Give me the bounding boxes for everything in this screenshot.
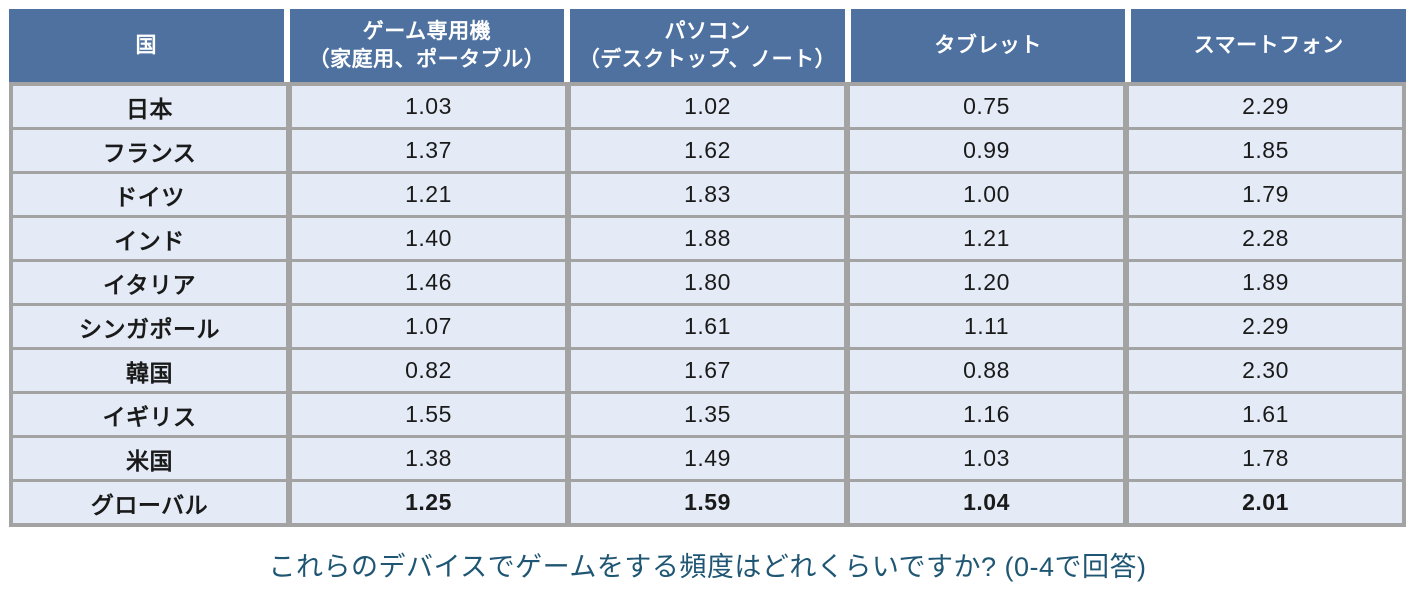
country-cell: ドイツ bbox=[13, 174, 286, 215]
country-cell: シンガポール bbox=[13, 306, 286, 347]
value-cell: 1.11 bbox=[850, 306, 1123, 347]
value-cell: 1.03 bbox=[292, 86, 565, 127]
value-cell: 2.28 bbox=[1129, 218, 1402, 259]
value-cell: 1.88 bbox=[571, 218, 844, 259]
country-cell: グローバル bbox=[13, 482, 286, 523]
value-cell: 2.30 bbox=[1129, 350, 1402, 391]
value-cell: 1.55 bbox=[292, 394, 565, 435]
value-cell: 1.80 bbox=[571, 262, 844, 303]
table-header-row: 国 ゲーム専用機 （家庭用、ポータブル） パソコン （デスクトップ、ノート） タ… bbox=[9, 9, 1406, 82]
value-cell: 1.62 bbox=[571, 130, 844, 171]
value-cell: 1.37 bbox=[292, 130, 565, 171]
value-cell: 1.38 bbox=[292, 438, 565, 479]
value-cell: 1.21 bbox=[850, 218, 1123, 259]
value-cell: 1.16 bbox=[850, 394, 1123, 435]
table-body: 日本 1.03 1.02 0.75 2.29 フランス 1.37 1.62 0.99 1.85 ドイ… bbox=[9, 82, 1406, 527]
value-cell: 1.02 bbox=[571, 86, 844, 127]
table-caption: これらのデバイスでゲームをする頻度はどれくらいですか? (0-4で回答) bbox=[268, 552, 1147, 582]
country-cell: 日本 bbox=[13, 86, 286, 127]
value-cell: 1.07 bbox=[292, 306, 565, 347]
value-cell: 1.67 bbox=[571, 350, 844, 391]
header-console: ゲーム専用機 （家庭用、ポータブル） bbox=[289, 9, 565, 82]
value-cell: 1.78 bbox=[1129, 438, 1402, 479]
value-cell: 1.00 bbox=[850, 174, 1123, 215]
value-cell: 1.04 bbox=[850, 482, 1123, 523]
value-cell: 2.29 bbox=[1129, 306, 1402, 347]
value-cell: 2.01 bbox=[1129, 482, 1402, 523]
country-cell: 韓国 bbox=[13, 350, 286, 391]
header-country: 国 bbox=[9, 9, 284, 82]
header-smartphone: スマートフォン bbox=[1131, 9, 1406, 82]
value-cell: 1.79 bbox=[1129, 174, 1402, 215]
value-cell: 0.82 bbox=[292, 350, 565, 391]
value-cell: 1.25 bbox=[292, 482, 565, 523]
value-cell: 1.21 bbox=[292, 174, 565, 215]
value-cell: 0.99 bbox=[850, 130, 1123, 171]
value-cell: 0.75 bbox=[850, 86, 1123, 127]
value-cell: 0.88 bbox=[850, 350, 1123, 391]
value-cell: 1.59 bbox=[571, 482, 844, 523]
header-pc: パソコン （デスクトップ、ノート） bbox=[570, 9, 845, 82]
value-cell: 1.03 bbox=[850, 438, 1123, 479]
value-cell: 1.49 bbox=[571, 438, 844, 479]
value-cell: 2.29 bbox=[1129, 86, 1402, 127]
country-cell: フランス bbox=[13, 130, 286, 171]
country-cell: 米国 bbox=[13, 438, 286, 479]
value-cell: 1.61 bbox=[1129, 394, 1402, 435]
value-cell: 1.61 bbox=[571, 306, 844, 347]
value-cell: 1.40 bbox=[292, 218, 565, 259]
country-cell: インド bbox=[13, 218, 286, 259]
header-tablet: タブレット bbox=[850, 9, 1126, 82]
country-cell: イギリス bbox=[13, 394, 286, 435]
value-cell: 1.89 bbox=[1129, 262, 1402, 303]
country-cell: イタリア bbox=[13, 262, 286, 303]
value-cell: 1.20 bbox=[850, 262, 1123, 303]
value-cell: 1.46 bbox=[292, 262, 565, 303]
value-cell: 1.83 bbox=[571, 174, 844, 215]
device-frequency-table: 国 ゲーム専用機 （家庭用、ポータブル） パソコン （デスクトップ、ノート） タ… bbox=[9, 9, 1406, 527]
value-cell: 1.35 bbox=[571, 394, 844, 435]
value-cell: 1.85 bbox=[1129, 130, 1402, 171]
